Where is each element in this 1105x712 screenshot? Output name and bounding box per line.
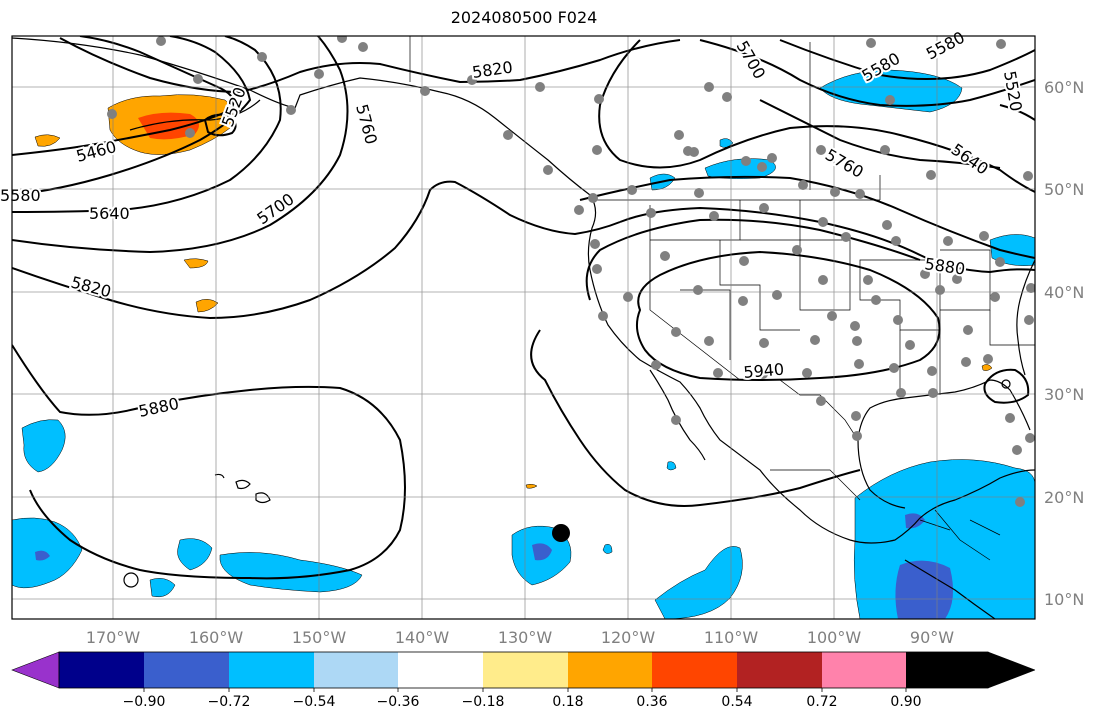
lat-label: 50°N [1044,180,1084,199]
colorbar-segment [59,652,144,688]
colorbar-segment [314,652,398,688]
lon-label: 110°W [704,628,759,647]
contour-label: 5640 [89,204,130,223]
graticule [12,36,1035,619]
lon-label: 90°W [910,628,954,647]
figure-title: 2024080500 F024 [450,8,598,27]
colorbar-segment [568,652,652,688]
lat-label: 10°N [1044,590,1084,609]
colorbar-tick-label: −0.72 [208,694,251,710]
map-border [11,35,1036,620]
lon-label: 150°W [292,628,347,647]
colorbar-extend-high [906,652,1035,688]
contour-label: 5940 [743,360,785,382]
colorbar-segment [483,652,568,688]
height-contours [12,36,1035,580]
colorbar-tick-label: −0.54 [293,694,336,710]
longitude-labels: 170°W 160°W 150°W 140°W 130°W 120°W 110°… [86,628,954,647]
lat-label: 20°N [1044,488,1084,507]
colorbar-tick-label: 0.18 [552,694,583,710]
contour-label: 5580 [0,186,41,205]
lon-label: 170°W [86,628,141,647]
colorbar-segment [737,652,822,688]
colorbar-segment [229,652,314,688]
colorbar-tick-label: 0.54 [721,694,752,710]
colorbar-segment [144,652,229,688]
colorbar-segment [398,652,483,688]
colorbar: −0.90 −0.72 −0.54 −0.36 −0.18 0.18 0.36 … [11,651,1036,710]
colorbar-tick-label: 0.90 [890,694,921,710]
lon-label: 100°W [807,628,862,647]
highlighted-point-marker [552,524,570,542]
lat-label: 60°N [1044,78,1084,97]
coastlines [12,37,1035,619]
lon-label: 160°W [189,628,244,647]
lat-label: 40°N [1044,283,1084,302]
negative-anomaly-shading [12,69,1035,619]
colorbar-tick-label: −0.90 [123,694,166,710]
lat-label: 30°N [1044,385,1084,404]
lon-label: 140°W [395,628,450,647]
colorbar-extend-low [11,651,60,689]
colorbar-tick-label: −0.36 [377,694,420,710]
colorbar-tick-label: −0.18 [462,694,505,710]
political-borders [409,36,1035,561]
lon-label: 130°W [498,628,553,647]
colorbar-segment [652,652,737,688]
lon-label: 120°W [601,628,656,647]
latitude-labels: 60°N 50°N 40°N 30°N 20°N 10°N [1044,78,1084,609]
colorbar-segment [822,652,906,688]
colorbar-tick-label: 0.36 [636,694,667,710]
station-markers [107,36,1035,507]
colorbar-tick-label: 0.72 [806,694,837,710]
